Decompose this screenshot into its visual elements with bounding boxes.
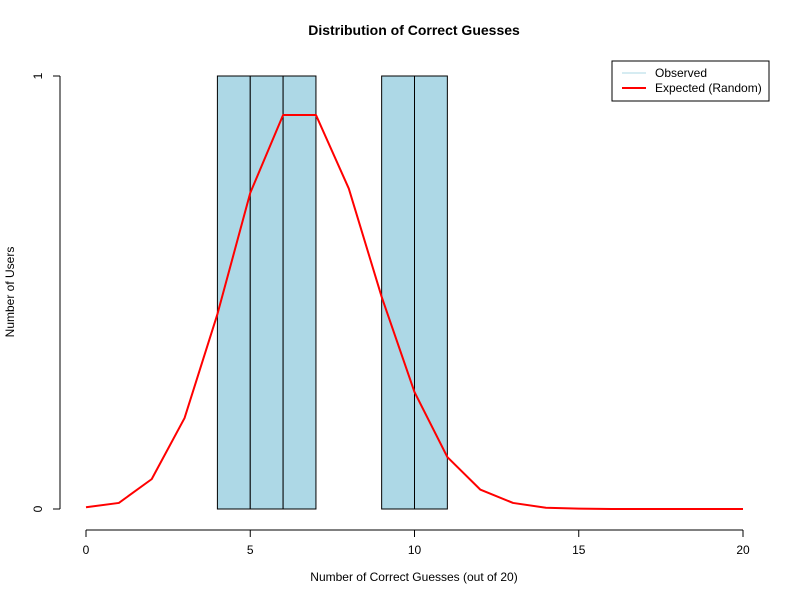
legend-label-observed: Observed (655, 66, 707, 80)
bars-group (216, 75, 448, 510)
x-tick-label: 0 (83, 543, 90, 557)
expected-random-line (85, 113, 743, 510)
y-axis: 01 (31, 72, 61, 512)
histogram-bar (282, 75, 317, 510)
x-axis: 0 5 10 15 20 (83, 529, 750, 557)
x-tick-label: 15 (572, 543, 586, 557)
legend-label-expected: Expected (Random) (655, 81, 762, 95)
y-axis-label: Number of Users (3, 247, 17, 338)
x-tick-label: 20 (736, 543, 750, 557)
y-tick-label: 0 (31, 505, 45, 512)
histogram-bar (249, 75, 284, 510)
legend: Observed Expected (Random) (611, 60, 770, 102)
histogram-bar (414, 75, 448, 510)
x-tick-label: 5 (247, 543, 254, 557)
legend-box (611, 60, 770, 102)
expected-line-group (85, 113, 743, 510)
histogram-bar (381, 75, 415, 510)
x-axis-label: Number of Correct Guesses (out of 20) (310, 570, 517, 584)
chart-title: Distribution of Correct Guesses (308, 22, 520, 38)
x-tick-label: 10 (408, 543, 422, 557)
y-tick-label: 1 (31, 72, 45, 79)
